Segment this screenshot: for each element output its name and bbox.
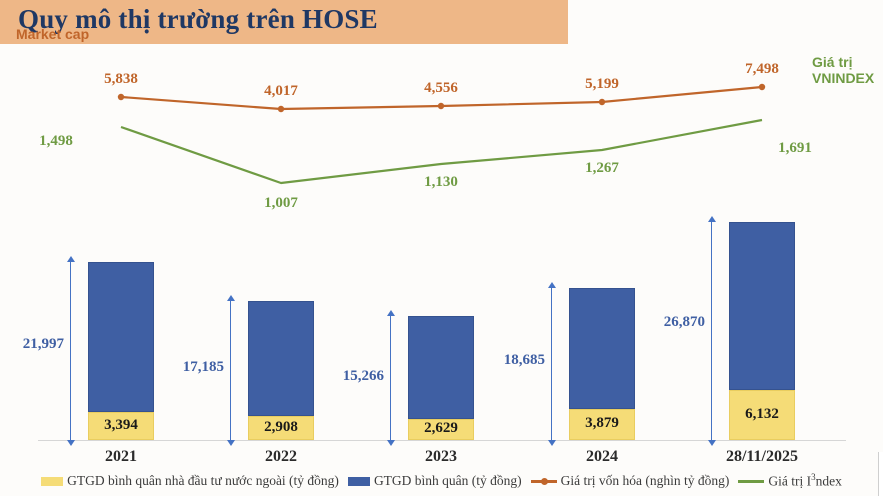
arrow-head-up-icon (226, 294, 235, 301)
legend-item[interactable]: Giá trị vốn hóa (nghìn tỷ đồng) (530, 473, 730, 489)
legend-item-label: GTGD bình quân nhà đầu tư nước ngoài (tỷ… (67, 473, 339, 488)
market-cap-series-label: Market cap (16, 26, 90, 42)
legend-item[interactable]: Giá trị I3ndex (738, 472, 842, 490)
market-cap-point-label: 5,199 (585, 76, 619, 92)
bar-segment-foreign-investor: 2,908 (248, 416, 314, 440)
legend-swatch-line (738, 479, 765, 483)
total-gtgd-arrow (66, 255, 75, 446)
bar-total-value-label: 21,997 (22, 336, 64, 353)
page-title: Quy mô thị trường trên HOSE (18, 4, 378, 34)
vnindex-series-label-line1: Giá trị (812, 54, 853, 70)
bar-group: 2,629 (408, 316, 474, 440)
plot-area: 3,394 2,908 2,629 3,879 6,132 21,997 2021 17,1… (0, 44, 883, 465)
bar-group: 6,132 (729, 222, 795, 440)
vnindex-series-label: Giá trị VNINDEX (812, 54, 874, 86)
x-axis-line (38, 440, 846, 441)
x-axis-category-label: 2022 (265, 448, 297, 465)
vnindex-point-label: 1,498 (39, 133, 73, 149)
legend-item-label: Giá trị vốn hóa (nghìn tỷ đồng) (560, 473, 730, 488)
bar-segment-gtgd-binh-quan (88, 261, 154, 413)
arrow-head-up-icon (707, 216, 716, 222)
chart-legend: GTGD bình quân nhà đầu tư nước ngoài (tỷ… (0, 466, 883, 496)
bar-group: 3,394 (88, 261, 154, 440)
arrow-head-down-icon (226, 439, 235, 446)
vnindex-point-label: 1,130 (424, 174, 458, 190)
legend-item-label: Giá trị I3ndex (768, 472, 842, 489)
x-axis-category-label: 28/11/2025 (725, 448, 798, 465)
arrow-head-up-icon (386, 310, 395, 317)
line-data-point (437, 102, 445, 110)
arrow-head-down-icon (707, 440, 716, 446)
bar-value-label-foreign: 2,629 (424, 420, 458, 437)
bar-value-label-foreign: 3,879 (585, 415, 619, 432)
total-gtgd-arrow (386, 310, 395, 446)
x-axis-category-label: 2021 (105, 448, 137, 465)
legend-swatch-line (530, 477, 557, 485)
line-data-point (277, 105, 285, 113)
total-gtgd-arrow (707, 216, 716, 446)
arrow-head-up-icon (66, 255, 75, 262)
x-axis-category-label: 2024 (586, 448, 618, 465)
bar-segment-gtgd-binh-quan (569, 288, 635, 409)
market-cap-point-label: 5,838 (104, 71, 138, 87)
vnindex-point-label: 1,267 (585, 160, 619, 176)
legend-swatch-box (41, 476, 64, 486)
bar-total-value-label: 17,185 (182, 359, 224, 376)
market-cap-point-label: 7,498 (745, 61, 779, 77)
legend-item-label: GTGD bình quân (tỷ đồng) (373, 473, 522, 488)
total-gtgd-arrow (226, 294, 235, 446)
bar-segment-gtgd-binh-quan (248, 300, 314, 417)
bar-segment-gtgd-binh-quan (729, 222, 795, 391)
bar-segment-foreign-investor: 6,132 (729, 390, 795, 440)
bar-total-value-label: 26,870 (663, 313, 705, 330)
line-data-point (758, 83, 766, 91)
arrow-head-up-icon (547, 282, 556, 289)
bar-group: 2,908 (248, 300, 314, 440)
vnindex-point-label: 1,007 (264, 195, 298, 211)
market-cap-point-label: 4,017 (264, 83, 298, 99)
bar-value-label-foreign: 3,394 (104, 417, 138, 434)
arrow-head-down-icon (66, 439, 75, 446)
line-data-point (117, 93, 125, 101)
legend-item[interactable]: GTGD bình quân (tỷ đồng) (347, 473, 522, 489)
x-axis-category-label: 2023 (425, 448, 457, 465)
vnindex-series-label-line2: VNINDEX (812, 70, 875, 87)
market-cap-point-label: 4,556 (424, 80, 458, 96)
bar-value-label-foreign: 6,132 (745, 406, 779, 423)
page-edge-strip (878, 452, 883, 496)
bar-value-label-foreign: 2,908 (264, 419, 298, 436)
total-gtgd-arrow (547, 282, 556, 446)
line-data-point (598, 98, 606, 106)
bar-segment-foreign-investor: 3,394 (88, 412, 154, 440)
title-band (0, 0, 568, 44)
legend-footnote-marker: 3 (811, 472, 816, 483)
bar-segment-foreign-investor: 2,629 (408, 418, 474, 440)
arrow-head-down-icon (547, 439, 556, 446)
arrow-head-down-icon (386, 439, 395, 446)
bar-segment-gtgd-binh-quan (408, 316, 474, 419)
bar-segment-foreign-investor: 3,879 (569, 408, 635, 440)
bar-total-value-label: 18,685 (503, 352, 545, 369)
bar-group: 3,879 (569, 288, 635, 440)
vnindex-point-label: 1,691 (778, 140, 812, 156)
bar-total-value-label: 15,266 (342, 368, 384, 385)
legend-swatch-box (347, 476, 370, 486)
legend-item[interactable]: GTGD bình quân nhà đầu tư nước ngoài (tỷ… (41, 473, 339, 489)
